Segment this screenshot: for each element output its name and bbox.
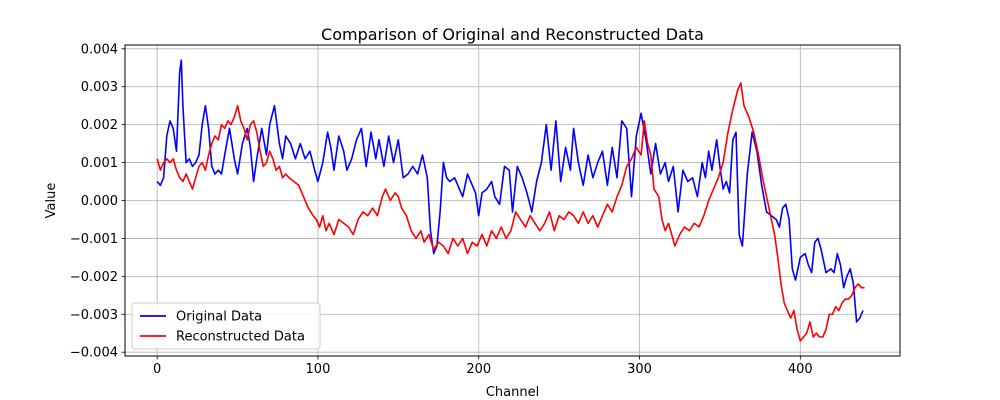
y-axis-label: Value	[44, 183, 59, 219]
legend-box	[131, 302, 321, 350]
grid	[125, 45, 900, 356]
x-tick-label: 400	[788, 362, 813, 377]
y-axis-ticks: −0.004 −0.003 −0.002 −0.001 0.000 0.001 0.002 0…	[70, 42, 125, 361]
x-tick-label: 200	[466, 362, 491, 377]
y-tick-label: 0.002	[81, 118, 118, 133]
legend-label: Original Data	[176, 310, 262, 325]
y-tick-label: −0.001	[70, 232, 118, 247]
y-tick-label: 0.001	[81, 156, 118, 171]
series-lines	[156, 59, 865, 342]
x-tick-label: 300	[627, 362, 652, 377]
legend: Original Data Reconstructed Data	[131, 302, 321, 350]
chart-title: Comparison of Original and Reconstructed…	[321, 25, 704, 44]
y-tick-label: −0.004	[70, 346, 118, 361]
series-line-reconstructed-data	[156, 82, 865, 342]
y-tick-label: 0.000	[81, 194, 118, 209]
legend-label: Reconstructed Data	[176, 330, 305, 345]
x-tick-label: 0	[153, 362, 161, 377]
y-tick-label: 0.004	[81, 42, 118, 57]
x-tick-label: 100	[306, 362, 331, 377]
y-tick-label: −0.002	[70, 270, 118, 285]
y-tick-label: 0.003	[81, 80, 118, 95]
y-tick-label: −0.003	[70, 308, 118, 323]
x-axis-ticks: 0 100 200 300 400	[153, 356, 813, 377]
x-axis-label: Channel	[486, 385, 539, 400]
